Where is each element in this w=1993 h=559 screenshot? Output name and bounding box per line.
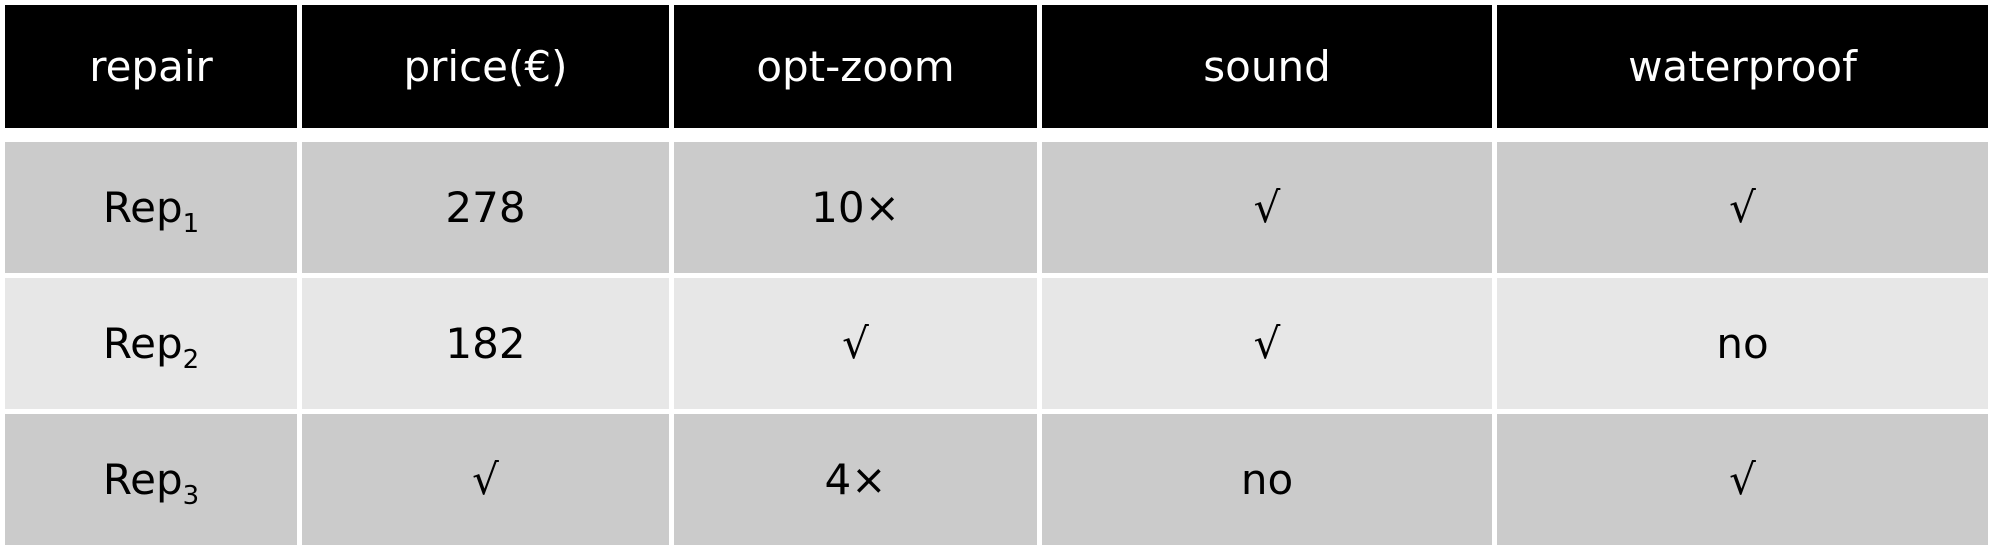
repair-name: Rep bbox=[102, 455, 183, 504]
comparison-table-container: repair price(€) opt-zoom sound waterproo… bbox=[5, 5, 1988, 545]
repair-comparison-table: repair price(€) opt-zoom sound waterproo… bbox=[5, 5, 1988, 545]
waterproof-cell: √ bbox=[1497, 142, 1988, 278]
waterproof-cell: √ bbox=[1497, 414, 1988, 545]
price-cell: √ bbox=[302, 414, 674, 545]
header-opt-zoom: opt-zoom bbox=[674, 5, 1042, 142]
repair-name: Rep bbox=[102, 319, 183, 368]
table-row: Rep3 √ 4× no √ bbox=[5, 414, 1988, 545]
repair-name: Rep bbox=[102, 183, 183, 232]
repair-subscript: 1 bbox=[182, 209, 200, 239]
sound-cell: √ bbox=[1042, 278, 1497, 414]
sound-cell: √ bbox=[1042, 142, 1497, 278]
repair-name-cell: Rep2 bbox=[5, 278, 302, 414]
opt-zoom-cell: 10× bbox=[674, 142, 1042, 278]
opt-zoom-cell: 4× bbox=[674, 414, 1042, 545]
repair-subscript: 3 bbox=[182, 481, 200, 511]
header-price: price(€) bbox=[302, 5, 674, 142]
header-repair: repair bbox=[5, 5, 302, 142]
table-row: Rep1 278 10× √ √ bbox=[5, 142, 1988, 278]
sound-cell: no bbox=[1042, 414, 1497, 545]
repair-name-cell: Rep3 bbox=[5, 414, 302, 545]
table-row: Rep2 182 √ √ no bbox=[5, 278, 1988, 414]
opt-zoom-cell: √ bbox=[674, 278, 1042, 414]
table-header-row: repair price(€) opt-zoom sound waterproo… bbox=[5, 5, 1988, 142]
price-cell: 278 bbox=[302, 142, 674, 278]
header-sound: sound bbox=[1042, 5, 1497, 142]
waterproof-cell: no bbox=[1497, 278, 1988, 414]
repair-subscript: 2 bbox=[182, 345, 200, 375]
price-cell: 182 bbox=[302, 278, 674, 414]
repair-name-cell: Rep1 bbox=[5, 142, 302, 278]
header-waterproof: waterproof bbox=[1497, 5, 1988, 142]
